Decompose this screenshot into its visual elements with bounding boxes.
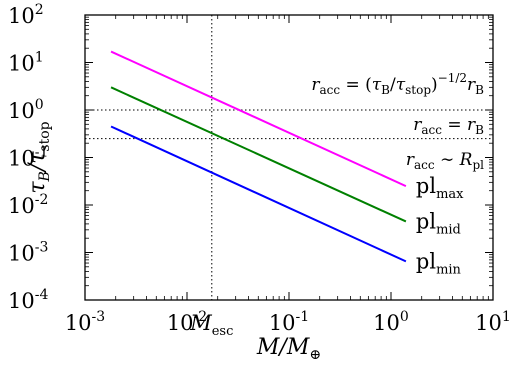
series-group: plmax plmid plmin [110, 50, 464, 277]
reference-lines: Mesc [85, 15, 493, 339]
annotation-upper: racc = (τB/τstop)−1/2rB [311, 71, 484, 97]
y-tick-label: 10-3 [8, 240, 48, 266]
series-label-pl_min: plmin [416, 249, 462, 277]
annotation-middle: racc = rB [413, 115, 484, 137]
x-tick-label: 10-2 [167, 309, 207, 335]
y-tick-label: 10-2 [8, 192, 48, 218]
x-tick-label: 10-3 [65, 309, 105, 335]
y-tick-label: 10-1 [8, 145, 48, 171]
x-axis-ticks: 10-3 10-2 10-1 100 101 [65, 15, 511, 335]
series-line-pl_max [110, 50, 407, 188]
escape-mass-label: Mesc [189, 311, 233, 339]
y-tick-label: 10-4 [8, 287, 48, 313]
y-axis-label: τB/τstop [25, 121, 53, 193]
series-line-pl_mid [110, 86, 407, 223]
y-tick-label: 101 [8, 50, 44, 76]
x-tick-label: 100 [373, 309, 409, 335]
annotation-lower: racc ∼ Rpl [406, 150, 484, 172]
series-label-pl_mid: plmid [416, 209, 461, 237]
axis-labels: M/M⊕ τB/τstop [25, 121, 321, 363]
series-line-pl_min [110, 125, 407, 263]
x-tick-label: 101 [475, 309, 511, 335]
annotations: racc = (τB/τstop)−1/2rB racc = rB racc ∼ R… [311, 71, 484, 172]
y-tick-label: 102 [8, 2, 44, 28]
y-tick-label: 100 [8, 97, 44, 123]
x-axis-label: M/M⊕ [256, 335, 321, 363]
y-axis-ticks: 10-4 10-3 10-2 10-1 100 101 102 [8, 2, 493, 313]
x-tick-label: 10-1 [269, 309, 309, 335]
series-label-pl_max: plmax [416, 174, 464, 202]
